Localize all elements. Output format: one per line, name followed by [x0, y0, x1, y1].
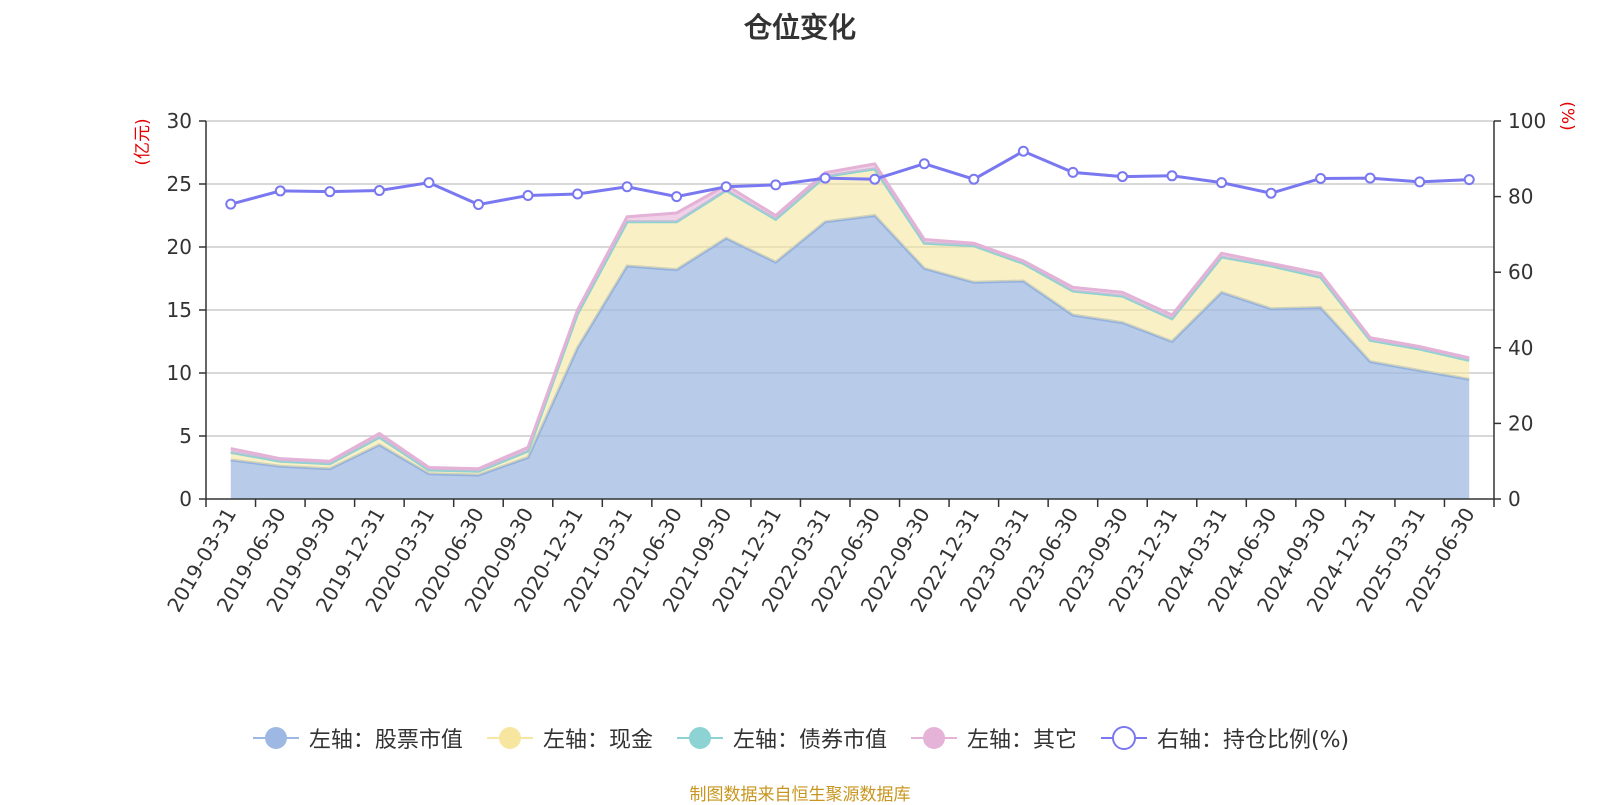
- right-tick-label: 40: [1508, 336, 1533, 360]
- area-series: [230, 162, 1470, 499]
- ratio-point: [968, 173, 980, 185]
- ratio-point: [1315, 172, 1327, 184]
- ratio-point: [1364, 172, 1376, 184]
- ratio-point: [1414, 176, 1426, 188]
- ratio-point: [819, 172, 831, 184]
- filled-circle-line-icon: [910, 727, 957, 749]
- ratio-point: [225, 198, 237, 210]
- filled-circle-line-icon: [252, 727, 299, 749]
- data-source-note: 制图数据来自恒生聚源数据库: [689, 785, 911, 805]
- hollow-circle-line-icon: [1100, 726, 1147, 750]
- left-tick-label: 15: [167, 298, 192, 322]
- ratio-point: [1463, 174, 1475, 186]
- ratio-point: [869, 173, 881, 185]
- ratio-point: [1216, 177, 1228, 189]
- legend-label: 左轴：债券市值: [732, 728, 887, 753]
- left-tick-label: 25: [167, 172, 192, 196]
- ratio-point: [274, 185, 286, 197]
- right-axis-unit: (%): [1557, 101, 1577, 130]
- ratio-point: [522, 189, 534, 201]
- legend-label: 右轴：持仓比例(%): [1156, 728, 1350, 753]
- ratio-point: [373, 185, 385, 197]
- filled-circle-line-icon: [486, 727, 533, 749]
- ratio-point: [324, 186, 336, 198]
- ratio-line-series: [225, 145, 1475, 211]
- right-tick-label: 60: [1508, 260, 1533, 284]
- legend-label: 左轴：现金: [542, 728, 653, 753]
- ratio-point: [1017, 145, 1029, 157]
- ratio-point: [671, 191, 683, 203]
- ratio-point: [918, 158, 930, 170]
- right-tick-label: 100: [1508, 109, 1546, 133]
- legend: 左轴：股票市值 左轴：现金 左轴：债券市值 左轴：其它 右轴：持仓比例(%): [0, 722, 1600, 754]
- ratio-point: [1166, 170, 1178, 182]
- left-tick-label: 10: [167, 361, 192, 385]
- legend-label: 左轴：其它: [966, 728, 1077, 753]
- ratio-point: [1116, 171, 1128, 183]
- ratio-point: [770, 179, 782, 191]
- ratio-point: [1067, 166, 1079, 178]
- legend-label: 左轴：股票市值: [308, 728, 463, 753]
- left-tick-label: 30: [167, 109, 192, 133]
- chart-title: 仓位变化: [743, 11, 856, 44]
- ratio-point: [720, 181, 732, 193]
- legend-item[interactable]: 左轴：其它: [909, 722, 1077, 754]
- legend-item[interactable]: 右轴：持仓比例(%): [1099, 722, 1349, 754]
- left-tick-label: 0: [179, 487, 192, 511]
- ratio-line: [230, 149, 1470, 207]
- ratio-point: [572, 188, 584, 200]
- area-fill-1: [230, 215, 1470, 499]
- ratio-point: [472, 199, 484, 211]
- legend-item[interactable]: 左轴：股票市值: [251, 722, 463, 754]
- legend-item[interactable]: 左轴：现金: [485, 722, 653, 754]
- left-axis-unit: (亿元): [133, 118, 153, 165]
- right-tick-label: 0: [1508, 487, 1521, 511]
- ratio-point: [423, 177, 435, 189]
- left-tick-label: 20: [167, 235, 192, 259]
- left-tick-label: 5: [179, 424, 192, 448]
- legend-item[interactable]: 左轴：债券市值: [675, 722, 887, 754]
- right-tick-label: 20: [1508, 411, 1533, 435]
- ratio-point: [1265, 187, 1277, 199]
- right-tick-label: 80: [1508, 185, 1533, 209]
- filled-circle-line-icon: [676, 727, 723, 749]
- area-line-4: [230, 162, 1470, 471]
- ratio-point: [621, 181, 633, 193]
